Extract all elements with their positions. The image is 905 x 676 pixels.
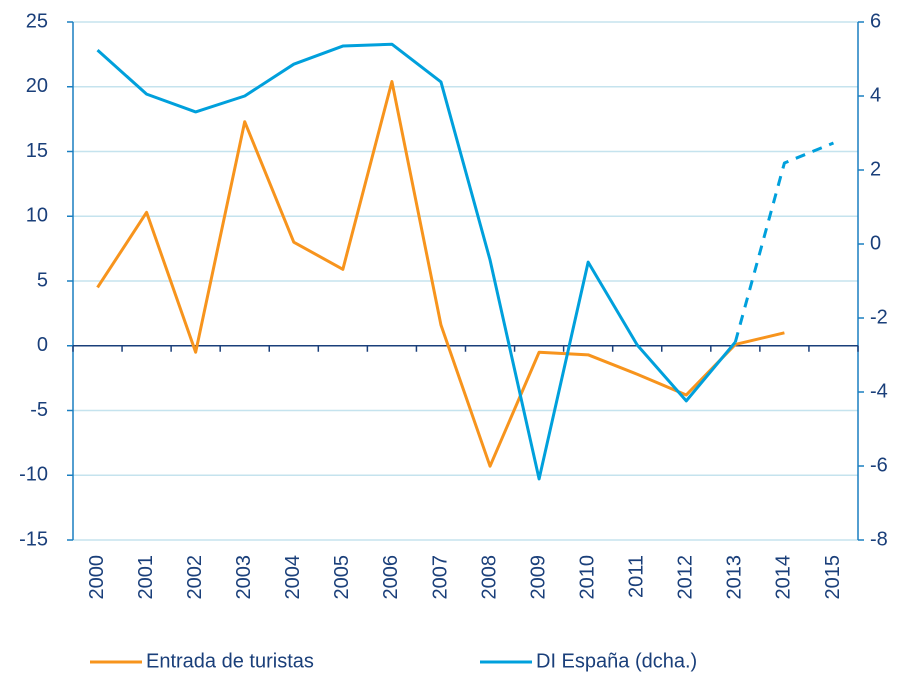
series-line (96, 80, 785, 468)
legend-label: Entrada de turistas (146, 650, 314, 672)
x-tick-label: 2006 (380, 555, 402, 600)
y2-tick-label: 2 (870, 158, 881, 180)
y2-tick-label: 4 (870, 84, 881, 106)
y2-tick-label: 0 (870, 232, 881, 254)
x-tick-label: 2015 (822, 555, 844, 600)
x-tick-label: 2004 (282, 555, 304, 600)
x-tick-label: 2008 (478, 555, 500, 600)
series-line (96, 42, 737, 481)
y-tick-label: 0 (37, 334, 48, 356)
y2-tick-label: -6 (870, 454, 888, 476)
x-tick-label: 2003 (233, 555, 255, 600)
y-tick-label: 5 (37, 269, 48, 291)
x-tick-label: 2009 (527, 555, 549, 600)
x-tick-label: 2005 (331, 555, 353, 600)
series-line (733, 141, 835, 343)
y-tick-label: -15 (19, 528, 48, 550)
x-tick-label: 2014 (773, 555, 795, 600)
y-tick-label: 25 (26, 10, 48, 32)
y2-tick-label: 6 (870, 10, 881, 32)
x-tick-label: 2007 (429, 555, 451, 600)
x-tick-label: 2000 (86, 555, 108, 600)
y-tick-label: 10 (26, 205, 48, 227)
x-tick-label: 2001 (135, 555, 157, 600)
x-tick-label: 2012 (675, 555, 697, 600)
x-tick-label: 2013 (724, 555, 746, 600)
x-tick-label: 2002 (184, 555, 206, 600)
y-tick-label: -10 (19, 464, 48, 486)
y-tick-label: 20 (26, 75, 48, 97)
y2-tick-label: -8 (870, 528, 888, 550)
y2-tick-label: -4 (870, 380, 888, 402)
y-tick-label: -5 (30, 399, 48, 421)
legend-label: DI España (dcha.) (536, 650, 697, 672)
x-tick-label: 2010 (576, 555, 598, 600)
x-tick-label: 2011 (626, 555, 648, 598)
y2-tick-label: -2 (870, 306, 888, 328)
y-tick-label: 15 (26, 140, 48, 162)
